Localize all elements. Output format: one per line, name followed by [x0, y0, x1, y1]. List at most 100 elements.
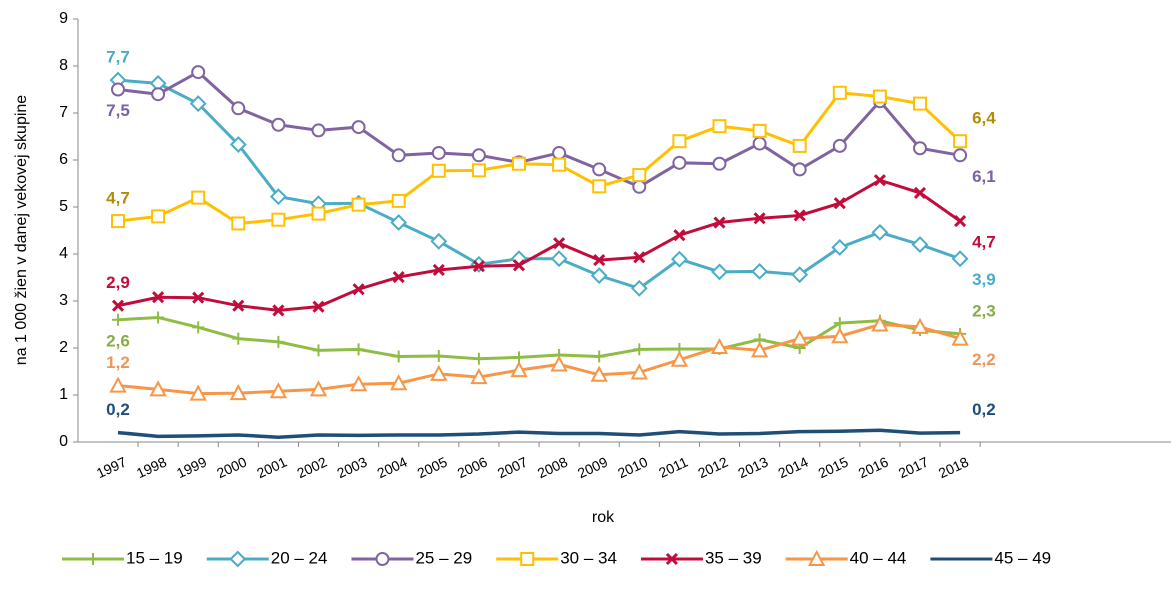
marker	[109, 376, 127, 393]
marker	[911, 236, 929, 254]
marker	[352, 343, 365, 356]
legend-label: 35 – 39	[705, 548, 762, 567]
marker	[953, 134, 968, 149]
marker	[831, 327, 849, 344]
y-axis-label: na 1 000 žien v danej vekovej skupine	[13, 95, 30, 366]
marker	[807, 549, 826, 566]
x-tick-label: 2013	[735, 453, 770, 481]
legend-label: 25 – 29	[415, 548, 472, 567]
x-tick-label: 2017	[896, 453, 931, 481]
marker	[632, 168, 647, 183]
legend-item: 45 – 49	[930, 548, 1051, 567]
marker	[633, 343, 646, 356]
marker	[791, 266, 809, 284]
marker	[550, 250, 568, 268]
legend-label: 20 – 24	[271, 548, 328, 567]
marker	[271, 117, 286, 132]
marker	[472, 352, 485, 365]
y-tick-label: 7	[59, 104, 68, 121]
marker	[111, 82, 125, 97]
y-tick-label: 5	[59, 198, 68, 215]
marker	[192, 291, 205, 304]
data-label: 7,7	[106, 48, 130, 67]
marker	[750, 341, 769, 358]
marker	[432, 263, 445, 277]
legend-item: 20 – 24	[206, 548, 328, 567]
data-label: 6,4	[972, 109, 996, 128]
marker	[231, 216, 246, 231]
marker	[913, 186, 927, 199]
marker	[712, 119, 727, 134]
marker	[151, 209, 166, 224]
marker	[232, 299, 245, 312]
legend-item: 40 – 44	[785, 548, 906, 567]
marker	[471, 148, 486, 163]
marker	[710, 337, 729, 355]
marker	[149, 380, 167, 397]
x-tick-label: 2009	[575, 453, 610, 481]
marker	[665, 552, 678, 566]
marker	[873, 174, 886, 187]
data-label: 4,7	[972, 233, 996, 252]
marker	[753, 212, 766, 225]
marker	[831, 239, 849, 256]
series-line	[117, 91, 962, 225]
marker	[832, 85, 847, 100]
series-line	[117, 178, 961, 312]
data-label: 2,6	[106, 331, 130, 350]
legend-label: 45 – 49	[994, 548, 1051, 567]
marker	[512, 156, 526, 171]
data-label: 7,5	[106, 101, 130, 120]
y-tick-label: 4	[59, 245, 68, 262]
x-tick-label: 2018	[936, 453, 971, 481]
marker	[510, 360, 528, 378]
marker	[913, 141, 927, 156]
marker	[151, 87, 166, 102]
x-tick-label: 2014	[776, 453, 811, 481]
marker	[751, 262, 769, 280]
marker	[793, 209, 806, 222]
marker	[471, 163, 486, 178]
marker	[833, 317, 846, 330]
marker	[112, 313, 124, 326]
data-label: 2,3	[972, 301, 996, 320]
marker	[391, 193, 406, 208]
marker	[871, 223, 889, 241]
marker	[711, 263, 728, 281]
x-tick-label: 2000	[214, 453, 249, 481]
marker	[231, 101, 246, 116]
marker	[312, 344, 325, 357]
marker	[871, 315, 889, 332]
legend-label: 30 – 34	[560, 548, 617, 567]
x-tick-label: 2003	[334, 453, 369, 481]
data-label: 1,2	[106, 353, 130, 372]
marker	[430, 232, 448, 250]
series-line	[117, 78, 961, 290]
marker	[630, 279, 648, 297]
y-tick-label: 9	[59, 10, 68, 27]
x-tick-label: 2005	[415, 453, 450, 481]
marker	[349, 375, 368, 392]
marker	[352, 283, 365, 296]
marker	[229, 136, 247, 153]
marker	[550, 355, 568, 372]
x-tick-label: 2001	[254, 453, 289, 481]
x-axis-label: rok	[592, 509, 615, 526]
series-line	[117, 428, 961, 440]
data-label: 0,2	[106, 400, 130, 419]
marker	[229, 384, 247, 401]
data-label: 6,1	[972, 167, 996, 186]
marker	[431, 163, 446, 178]
x-tick-label: 2004	[375, 453, 410, 481]
legend-item: 15 – 19	[62, 548, 183, 567]
marker	[269, 188, 287, 206]
marker	[430, 364, 448, 381]
marker	[311, 123, 326, 138]
marker	[872, 89, 887, 104]
x-tick-label: 1997	[94, 453, 129, 481]
data-label: 0,2	[972, 400, 996, 419]
marker	[390, 374, 408, 391]
marker	[192, 321, 205, 334]
marker	[152, 291, 165, 304]
